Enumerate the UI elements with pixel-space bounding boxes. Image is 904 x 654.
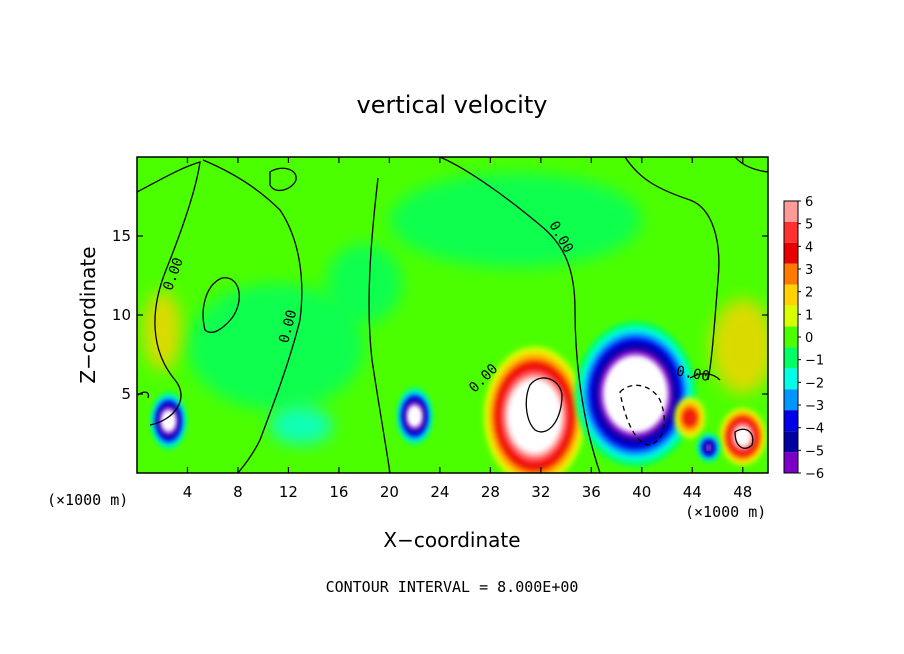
zero-contour xyxy=(734,157,768,173)
zero-contour xyxy=(202,159,303,473)
colorbar-swatch xyxy=(784,221,798,243)
colorbar-label: 4 xyxy=(805,240,813,255)
x-tick-label: 36 xyxy=(582,483,601,501)
plot-area: 0.000.000.000.000.00 xyxy=(137,157,768,473)
colorbar: 6 5 4 3 2 1 0 −1 −2 −3 −4 −5 −6 xyxy=(783,195,824,482)
zero-contour xyxy=(619,384,665,446)
x-axis: 4 8 12 16 20 24 28 32 36 40 44 48 xyxy=(183,157,752,501)
x-tick-label: 40 xyxy=(632,483,651,501)
x-unit-label-left: (×1000 m) xyxy=(47,491,128,509)
colorbar-label: 6 xyxy=(805,195,813,210)
x-tick-label: 16 xyxy=(329,483,348,501)
colorbar-label: 0 xyxy=(805,331,813,346)
zero-contour xyxy=(202,277,240,333)
colorbar-swatch xyxy=(784,263,798,285)
x-tick-label: 44 xyxy=(683,483,702,501)
zero-contour xyxy=(269,167,297,192)
x-tick-label: 20 xyxy=(380,483,399,501)
colorbar-label: −6 xyxy=(805,467,824,482)
x-tick-label: 8 xyxy=(233,483,243,501)
zero-contour xyxy=(137,161,201,426)
colorbar-label: 3 xyxy=(805,263,813,278)
field-region xyxy=(711,299,768,394)
colorbar-label: 5 xyxy=(805,218,813,233)
x-tick-label: 4 xyxy=(183,483,193,501)
y-tick-label: 10 xyxy=(112,306,131,324)
colorbar-swatch xyxy=(784,410,798,432)
colorbar-label: −3 xyxy=(805,399,824,414)
zero-contour xyxy=(689,373,721,381)
x-axis-label: X−coordinate xyxy=(383,528,520,552)
colorbar-swatch xyxy=(784,347,798,369)
field-region xyxy=(143,291,182,371)
colorbar-label: 1 xyxy=(805,308,813,323)
colorbar-label: 2 xyxy=(805,286,813,301)
y-axis: 5 10 15 xyxy=(112,227,768,403)
downdraft-core xyxy=(630,388,641,400)
downdraft-core xyxy=(412,413,417,419)
colorbar-swatch xyxy=(784,431,798,453)
colorbar-swatch xyxy=(784,305,798,327)
contour-labels: 0.000.000.000.000.00 xyxy=(160,219,711,397)
colorbar-swatch xyxy=(784,201,798,222)
zero-contour xyxy=(734,428,754,449)
x-unit-label-right: (×1000 m) xyxy=(685,503,766,521)
zero-contour xyxy=(624,157,720,381)
colorbar-label: −5 xyxy=(805,444,824,459)
colorbar-swatch xyxy=(784,368,798,390)
colorbar-swatch xyxy=(784,284,798,306)
x-tick-label: 12 xyxy=(279,483,298,501)
contour-interval-label: CONTOUR INTERVAL = 8.000E+00 xyxy=(326,578,579,596)
field-region xyxy=(326,243,403,323)
y-tick-label: 5 xyxy=(121,385,131,403)
updraft-core xyxy=(686,413,693,422)
field-region xyxy=(187,283,365,410)
colorbar-label: −1 xyxy=(805,354,824,369)
colorbar-label: −2 xyxy=(805,376,824,391)
x-tick-label: 28 xyxy=(481,483,500,501)
chart-title: vertical velocity xyxy=(357,91,548,119)
field-region xyxy=(389,172,642,268)
x-tick-label: 48 xyxy=(733,483,752,501)
updraft-core xyxy=(740,433,746,440)
colorbar-swatch xyxy=(784,326,798,348)
y-tick-label: 15 xyxy=(112,227,131,245)
contour-value-label: 0.00 xyxy=(675,363,711,385)
zero-contour xyxy=(368,177,391,473)
colorbar-swatch xyxy=(784,242,798,264)
x-tick-label: 24 xyxy=(430,483,449,501)
zero-contour xyxy=(525,377,563,433)
updraft-core xyxy=(530,410,539,422)
zero-contour xyxy=(439,157,601,473)
downdraft-core xyxy=(166,418,171,424)
y-axis-label: Z−coordinate xyxy=(76,246,100,383)
colorbar-swatch xyxy=(784,389,798,411)
contour-lines xyxy=(137,157,768,473)
colorbar-swatch xyxy=(784,452,798,473)
x-tick-label: 32 xyxy=(531,483,550,501)
downdraft-core xyxy=(707,445,711,450)
colorbar-label: −4 xyxy=(805,422,824,437)
field-region xyxy=(269,406,333,445)
